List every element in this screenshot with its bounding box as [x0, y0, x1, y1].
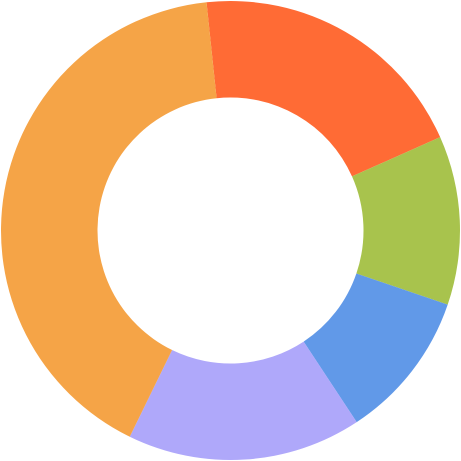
donut-slice-2	[352, 137, 460, 305]
donut-slice-3	[303, 273, 448, 423]
donut-slice-4	[129, 341, 357, 460]
donut-slice-1	[206, 1, 441, 177]
donut-slice-5	[0, 2, 217, 437]
